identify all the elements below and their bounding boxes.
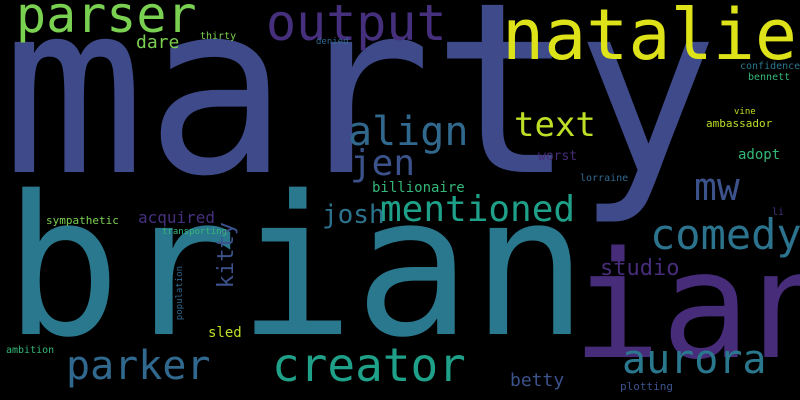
word-ambassador: ambassador [706, 117, 773, 130]
word-creator: creator [272, 338, 466, 392]
word-population: population [175, 266, 185, 321]
word-thirty: thirty [200, 31, 237, 42]
word-align: align [348, 109, 469, 155]
word-ian: ian [572, 220, 800, 392]
word-bennett: bennett [748, 72, 791, 83]
word-lorraine: lorraine [580, 173, 629, 184]
word-mw: mw [694, 165, 740, 209]
word-confidence: confidence [740, 61, 800, 72]
word-worst: worst [538, 149, 578, 164]
word-ambition: ambition [6, 345, 55, 356]
word-sympathetic: sympathetic [46, 214, 119, 227]
word-text: text [514, 105, 596, 145]
word-natalie: natalie [502, 0, 798, 76]
word-parser: parser [16, 0, 197, 44]
word-brian: brian [4, 154, 588, 380]
word-jen: jen [350, 143, 416, 184]
word-josh: josh [322, 200, 385, 230]
word-sled: sled [208, 325, 242, 341]
word-comedy: comedy [650, 210, 800, 259]
word-aurora: aurora [622, 337, 767, 383]
word-vine: vine [734, 107, 756, 117]
word-denied: denied [316, 37, 349, 47]
word-parker: parker [66, 343, 211, 389]
word-li: li [772, 207, 785, 218]
word-marty: marty [2, 0, 719, 229]
word-output: output [266, 0, 447, 52]
word-mentioned: mentioned [380, 189, 576, 230]
word-betty: betty [510, 370, 565, 391]
word-adopt: adopt [738, 147, 781, 163]
word-acquired: acquired [138, 208, 216, 227]
word-dare: dare [136, 32, 180, 53]
word-plotting: plotting [620, 380, 673, 393]
word-studio: studio [600, 256, 680, 281]
word-billionaire: billionaire [372, 180, 465, 196]
word-transporting: transporting [162, 227, 228, 237]
